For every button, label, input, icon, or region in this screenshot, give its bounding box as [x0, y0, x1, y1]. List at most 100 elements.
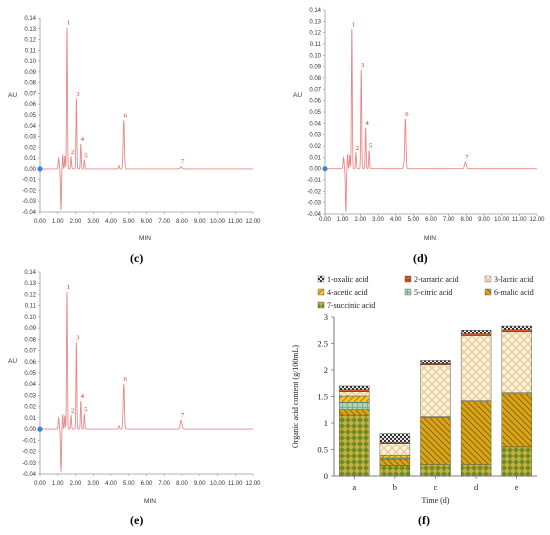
- y-tick-label: -0.01: [307, 178, 321, 184]
- y-tick-label: -0.01: [22, 178, 36, 184]
- y-tick-label: 0.12: [24, 292, 36, 298]
- bar-segment: [460, 464, 492, 477]
- stacked-bar-chart: 1-oxalic acid 2-tartaric acid 3-lactic aci…: [291, 275, 537, 527]
- y-tick-label: 0.05: [24, 371, 36, 377]
- x-tick-label: 4.00: [105, 481, 117, 487]
- panel-caption: (f): [418, 513, 430, 527]
- x-tick-label: 10.00: [494, 217, 510, 223]
- signal-trace: [40, 292, 253, 472]
- x-tick-label: 12.00: [529, 217, 545, 223]
- x-tick-label: 9.00: [478, 217, 490, 223]
- legend-label: 6-malic acid: [494, 288, 534, 297]
- y-tick-label: 0.14: [24, 16, 36, 22]
- x-tick-label: b: [393, 482, 397, 492]
- legend-label: 5-citric acid: [414, 288, 452, 297]
- y-tick-label: 0.13: [309, 19, 321, 25]
- x-tick-label: 11.00: [512, 217, 527, 223]
- bar-segment: [501, 329, 532, 333]
- peak-label: 1: [67, 20, 70, 27]
- x-tick-label: 10.00: [210, 219, 226, 225]
- y-tick-label: 0: [324, 471, 328, 481]
- bar-segment: [501, 325, 532, 330]
- y-tick-label: 0.09: [24, 326, 36, 332]
- y-tick-label: 0.03: [309, 133, 321, 139]
- chromatogram-panel: -0.04 -0.03 -0.02 -0.01 0.00 0.01 0.02 0.03 0.04…: [293, 8, 545, 265]
- bar-segment: [460, 401, 492, 465]
- bar-segment: [420, 417, 451, 465]
- legend-item: 6-malic acid: [484, 288, 534, 297]
- peak-label: 7: [465, 154, 469, 161]
- legend-item: 5-citric acid: [404, 288, 452, 297]
- x-axis-title: MIN: [144, 498, 156, 505]
- y-tick-label: 0.13: [24, 27, 36, 33]
- y-tick-label: 0.04: [309, 121, 321, 127]
- legend-item: 1-oxalic acid: [317, 275, 369, 284]
- bar-segment: [501, 393, 532, 448]
- peak-label: 7: [181, 159, 185, 166]
- x-tick-label: 9.00: [194, 481, 206, 487]
- x-tick-label: 7.00: [158, 219, 170, 225]
- y-tick-label: 1.5: [317, 392, 328, 402]
- y-tick-label: -0.02: [307, 189, 321, 195]
- y-axis-title: AU: [8, 92, 17, 99]
- x-tick-label: c: [434, 482, 438, 492]
- start-marker: [37, 166, 43, 172]
- y-tick-label: 0.03: [24, 135, 36, 141]
- y-tick-label: 0.00: [24, 167, 36, 173]
- peak-label: 6: [124, 376, 128, 383]
- y-tick-label: 0.11: [310, 42, 322, 48]
- legend-item: 3-lactic acid: [484, 275, 533, 284]
- y-tick-label: -0.04: [22, 472, 36, 478]
- peak-label: 6: [405, 111, 409, 118]
- legend-swatch: [317, 275, 325, 283]
- peak-label: 7: [181, 412, 185, 419]
- y-tick-label: 0.10: [309, 53, 321, 59]
- legend-swatch: [404, 275, 412, 283]
- x-tick-label: 7.00: [443, 217, 455, 223]
- bar-segment: [379, 455, 411, 459]
- y-tick-label: 0.07: [24, 91, 36, 97]
- bar-segment: [420, 362, 451, 365]
- panel-caption: (d): [413, 251, 428, 265]
- x-tick-label: 6.00: [141, 481, 153, 487]
- peak-label: 2: [356, 145, 359, 152]
- x-tick-label: 9.00: [194, 219, 206, 225]
- x-tick-label: 1.00: [52, 219, 64, 225]
- y-tick-label: 0.11: [25, 304, 37, 310]
- bar-stack: [339, 385, 370, 477]
- peak-label: 1: [67, 284, 70, 291]
- bar-segment: [379, 458, 411, 466]
- bar-segment: [420, 360, 451, 364]
- x-tick-label: 2.00: [70, 481, 82, 487]
- y-tick-label: -0.01: [22, 438, 36, 444]
- x-tick-label: 5.00: [123, 481, 135, 487]
- peak-label: 4: [366, 120, 370, 127]
- bar-segment: [339, 402, 370, 410]
- y-tick-label: 0.09: [24, 70, 36, 76]
- y-axis-title: Organic acid content (g/100mL): [291, 345, 300, 448]
- y-tick-label: 1: [324, 418, 328, 428]
- peak-label: 2: [71, 149, 74, 156]
- y-tick-label: 0.10: [24, 59, 36, 65]
- x-tick-label: 0.00: [319, 217, 331, 223]
- bar-segment: [339, 414, 370, 477]
- legend: 1-oxalic acid 2-tartaric acid 3-lactic aci…: [317, 275, 534, 310]
- chromatogram-panel: -0.04 -0.03 -0.02 -0.01 0.00 0.01 0.02 0.03 0.04…: [8, 16, 261, 265]
- bar-segment: [379, 433, 411, 443]
- y-tick-label: 3: [324, 312, 328, 322]
- y-tick-label: -0.03: [22, 461, 36, 467]
- x-tick-label: 5.00: [123, 219, 135, 225]
- y-tick-label: 0.5: [317, 445, 328, 455]
- start-marker: [37, 426, 43, 432]
- bar-segment: [420, 364, 451, 417]
- x-tick-label: 12.00: [245, 481, 261, 487]
- legend-item: 4-acetic acid: [317, 288, 368, 297]
- bar-segment: [379, 465, 411, 477]
- y-tick-label: 0.01: [24, 416, 36, 422]
- bar-stack: [460, 330, 492, 477]
- y-tick-label: 0.12: [309, 31, 321, 37]
- y-tick-label: 0.06: [24, 102, 36, 108]
- peak-label: 2: [71, 408, 74, 415]
- y-tick-label: 0.03: [24, 393, 36, 399]
